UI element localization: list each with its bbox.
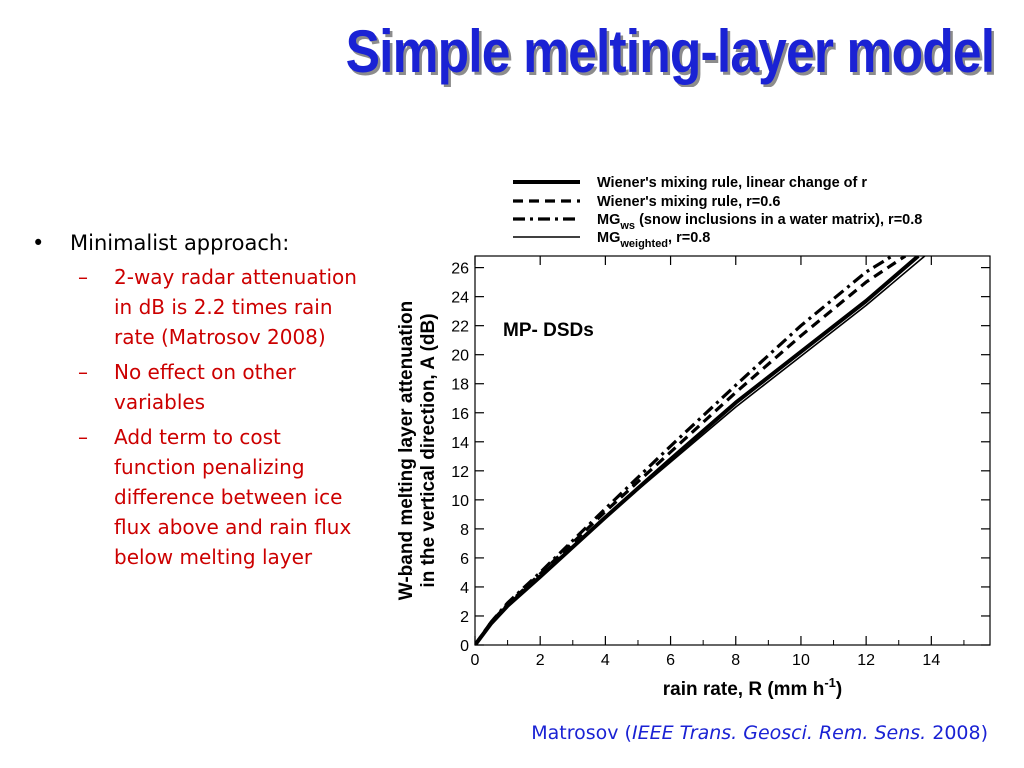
legend-entry: Wiener's mixing rule, r=0.6 [597, 194, 780, 210]
y-tick-label: 14 [451, 435, 469, 452]
y-tick-label: 22 [451, 319, 469, 336]
dash-icon: – [78, 265, 88, 289]
sub-bullet-list: – 2-way radar attenuation in dB is 2.2 t… [78, 262, 366, 572]
legend-entry-main: MG [597, 212, 620, 228]
x-tick-label: 4 [601, 652, 610, 669]
legend-entry-rest: (snow inclusions in a water matrix), r=0… [635, 212, 922, 228]
plot-frame [474, 255, 991, 646]
citation-caption: Matrosov (IEEE Trans. Geosci. Rem. Sens.… [531, 722, 988, 744]
sub-bullet-item: – No effect on other variables [78, 357, 366, 417]
y-axis-label-line2: in the vertical direction, A (dB) [418, 313, 439, 587]
y-tick-label: 8 [460, 522, 469, 539]
bullet-text: Minimalist approach: [70, 231, 290, 255]
legend-entry-subscript: ws [619, 220, 635, 232]
sub-bullet-text: 2-way radar attenuation in dB is 2.2 tim… [114, 265, 357, 349]
legend-entry-rest: , r=0.8 [668, 230, 710, 246]
x-axis-label-superscript: -1 [824, 675, 836, 690]
caption-prefix: Matrosov ( [531, 722, 632, 744]
y-tick-label: 10 [451, 493, 469, 510]
chart-legend: Wiener's mixing rule, linear change of r… [513, 175, 922, 250]
x-tick-label: 0 [471, 652, 480, 669]
y-tick-label: 12 [451, 464, 469, 481]
series-line [475, 256, 920, 645]
legend-entry: Wiener's mixing rule, linear change of r [597, 175, 867, 191]
y-tick-label: 0 [460, 638, 469, 655]
x-tick-label: 10 [792, 652, 810, 669]
legend-entry: MGws (snow inclusions in a water matrix)… [597, 212, 922, 232]
x-tick-label: 12 [857, 652, 875, 669]
caption-journal: IEEE Trans. Geosci. Rem. Sens. [631, 722, 927, 744]
slide-title: Simple melting-layer model [345, 18, 994, 85]
x-tick-label: 6 [666, 652, 675, 669]
sub-bullet-item: – 2-way radar attenuation in dB is 2.2 t… [78, 262, 366, 352]
x-axis-label-suffix: ) [836, 679, 842, 700]
caption-suffix: 2008) [926, 722, 988, 744]
series-line [475, 256, 907, 645]
y-tick-label: 2 [460, 609, 469, 626]
x-tick-label: 8 [731, 652, 740, 669]
x-tick-label: 2 [536, 652, 545, 669]
sub-bullet-text: Add term to cost function penalizing dif… [114, 425, 352, 569]
attenuation-chart: Wiener's mixing rule, linear change of r… [380, 160, 1020, 720]
chart-svg: Wiener's mixing rule, linear change of r… [396, 175, 991, 700]
legend-entry: MGweighted, r=0.8 [597, 230, 710, 250]
y-tick-label: 24 [451, 290, 469, 307]
series-line [475, 256, 926, 645]
dash-icon: – [78, 425, 88, 449]
y-tick-label: 26 [451, 261, 469, 278]
bullet-item: • Minimalist approach: [30, 228, 366, 258]
sub-bullet-item: – Add term to cost function penalizing d… [78, 422, 366, 572]
y-tick-label: 6 [460, 551, 469, 568]
legend-entry-subscript: weighted [619, 238, 668, 250]
x-axis-label-main: rain rate, R (mm h [663, 679, 825, 700]
y-tick-label: 16 [451, 406, 469, 423]
y-tick-label: 20 [451, 348, 469, 365]
y-tick-label: 4 [460, 580, 469, 597]
y-axis-label-line1: W-band melting layer attenuation [396, 301, 417, 600]
x-axis-label: rain rate, R (mm h-1) [663, 675, 842, 700]
x-tick-label: 14 [922, 652, 940, 669]
legend-entry-main: MG [597, 230, 620, 246]
bullet-list: • Minimalist approach: – 2-way radar att… [30, 228, 366, 577]
sub-bullet-text: No effect on other variables [114, 360, 296, 414]
bullet-dot-icon: • [32, 231, 45, 255]
dash-icon: – [78, 360, 88, 384]
series-line [475, 256, 894, 645]
chart-annotation: MP- DSDs [503, 320, 594, 341]
y-tick-label: 18 [451, 377, 469, 394]
